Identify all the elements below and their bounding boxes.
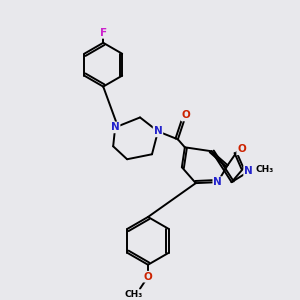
Text: O: O (182, 110, 190, 121)
Text: CH₃: CH₃ (125, 290, 143, 299)
Text: F: F (100, 28, 107, 38)
Text: O: O (237, 144, 246, 154)
Text: N: N (213, 177, 222, 187)
Text: O: O (144, 272, 152, 282)
Text: N: N (111, 122, 119, 132)
Text: N: N (154, 126, 162, 136)
Text: N: N (244, 166, 253, 176)
Text: CH₃: CH₃ (256, 165, 274, 174)
